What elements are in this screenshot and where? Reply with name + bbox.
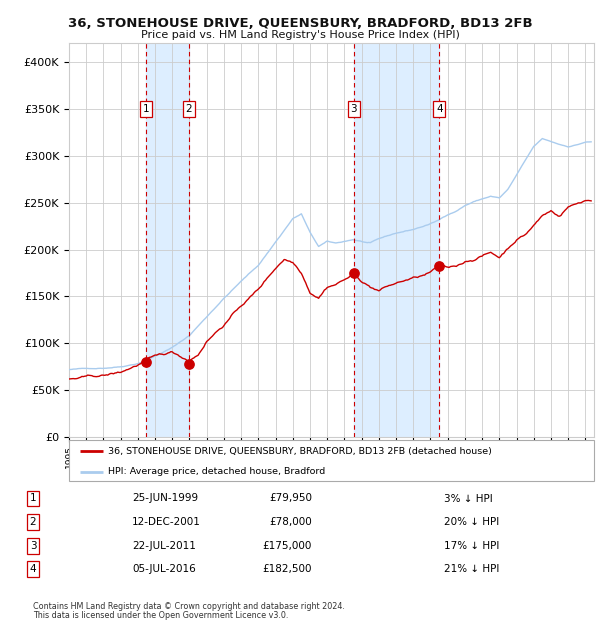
- Text: This data is licensed under the Open Government Licence v3.0.: This data is licensed under the Open Gov…: [33, 611, 289, 620]
- Bar: [146, 43, 188, 437]
- Text: £78,000: £78,000: [269, 517, 312, 527]
- Text: 2: 2: [185, 104, 192, 114]
- Text: 17% ↓ HPI: 17% ↓ HPI: [444, 541, 499, 551]
- Text: Contains HM Land Registry data © Crown copyright and database right 2024.: Contains HM Land Registry data © Crown c…: [33, 602, 345, 611]
- Text: 12-DEC-2001: 12-DEC-2001: [132, 517, 201, 527]
- Text: 4: 4: [29, 564, 37, 574]
- Text: £182,500: £182,500: [263, 564, 312, 574]
- Text: 05-JUL-2016: 05-JUL-2016: [132, 564, 196, 574]
- Text: 3% ↓ HPI: 3% ↓ HPI: [444, 494, 493, 503]
- Point: [142, 357, 151, 367]
- Text: 20% ↓ HPI: 20% ↓ HPI: [444, 517, 499, 527]
- Text: 1: 1: [143, 104, 149, 114]
- Point: [184, 359, 193, 369]
- Text: HPI: Average price, detached house, Bradford: HPI: Average price, detached house, Brad…: [109, 467, 326, 476]
- Text: 36, STONEHOUSE DRIVE, QUEENSBURY, BRADFORD, BD13 2FB: 36, STONEHOUSE DRIVE, QUEENSBURY, BRADFO…: [68, 17, 532, 30]
- Text: Price paid vs. HM Land Registry's House Price Index (HPI): Price paid vs. HM Land Registry's House …: [140, 30, 460, 40]
- Text: 2: 2: [29, 517, 37, 527]
- Bar: [354, 43, 439, 437]
- Text: 3: 3: [29, 541, 37, 551]
- Text: 25-JUN-1999: 25-JUN-1999: [132, 494, 198, 503]
- Text: 3: 3: [350, 104, 357, 114]
- Text: 21% ↓ HPI: 21% ↓ HPI: [444, 564, 499, 574]
- Text: 1: 1: [29, 494, 37, 503]
- Text: 22-JUL-2011: 22-JUL-2011: [132, 541, 196, 551]
- Text: £79,950: £79,950: [269, 494, 312, 503]
- Point: [349, 268, 359, 278]
- Text: 4: 4: [436, 104, 443, 114]
- Point: [434, 261, 444, 271]
- Text: 36, STONEHOUSE DRIVE, QUEENSBURY, BRADFORD, BD13 2FB (detached house): 36, STONEHOUSE DRIVE, QUEENSBURY, BRADFO…: [109, 447, 492, 456]
- Text: £175,000: £175,000: [263, 541, 312, 551]
